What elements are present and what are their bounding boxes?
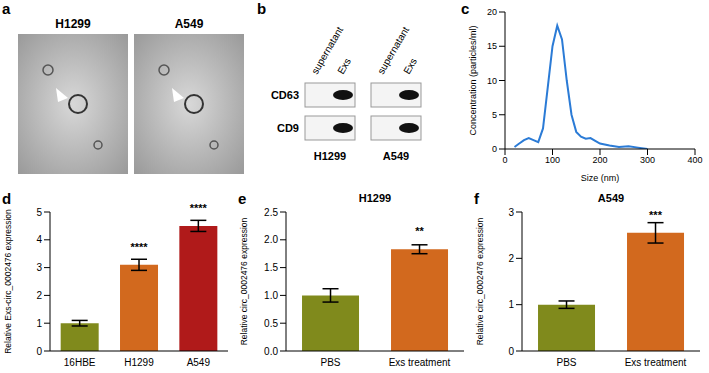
- svg-text:Relative circ_0002476 expressi: Relative circ_0002476 expression: [475, 217, 485, 345]
- svg-text:3: 3: [36, 262, 42, 273]
- svg-text:A549: A549: [187, 357, 211, 368]
- svg-text:****: ****: [130, 241, 148, 253]
- svg-text:1: 1: [508, 299, 514, 310]
- svg-text:H1299: H1299: [55, 17, 91, 31]
- svg-text:2.0: 2.0: [264, 234, 278, 245]
- svg-text:0: 0: [36, 346, 42, 357]
- svg-text:3: 3: [508, 207, 514, 218]
- html-text:f: f: [474, 190, 479, 207]
- svg-text:300: 300: [640, 155, 655, 165]
- svg-text:5: 5: [36, 207, 42, 218]
- svg-text:2: 2: [36, 290, 42, 301]
- svg-text:2.5: 2.5: [264, 207, 278, 218]
- svg-text:CD9: CD9: [277, 122, 299, 134]
- svg-text:H1299: H1299: [314, 150, 346, 162]
- svg-text:Exs treatment: Exs treatment: [389, 357, 451, 368]
- svg-text:20: 20: [487, 7, 497, 17]
- svg-text:supernatant: supernatant: [375, 24, 412, 76]
- svg-text:1.5: 1.5: [264, 262, 278, 273]
- svg-text:Concentration (particles/ml): Concentration (particles/ml): [468, 25, 478, 135]
- svg-text:0: 0: [508, 346, 514, 357]
- svg-text:H1299: H1299: [124, 357, 154, 368]
- svg-text:4: 4: [36, 234, 42, 245]
- svg-text:CD63: CD63: [271, 89, 299, 101]
- svg-text:**: **: [415, 225, 424, 237]
- svg-text:Relative Exs-circ_0002476 expr: Relative Exs-circ_0002476 expression: [3, 209, 13, 354]
- svg-text:1: 1: [36, 318, 42, 329]
- svg-text:PBS: PBS: [556, 357, 576, 368]
- svg-text:Relative circ_0002476 expressi: Relative circ_0002476 expression: [239, 217, 249, 345]
- svg-text:2: 2: [508, 253, 514, 264]
- svg-text:Size (nm): Size (nm): [581, 173, 620, 183]
- svg-text:100: 100: [545, 155, 560, 165]
- svg-text:200: 200: [592, 155, 607, 165]
- svg-text:****: ****: [190, 202, 208, 214]
- svg-text:0: 0: [492, 144, 497, 154]
- svg-text:1.0: 1.0: [264, 290, 278, 301]
- svg-text:10: 10: [487, 76, 497, 86]
- svg-text:0.5: 0.5: [264, 318, 278, 329]
- svg-text:15: 15: [487, 41, 497, 51]
- html-text:H1299: H1299: [358, 192, 392, 204]
- html-text:e: e: [238, 190, 247, 207]
- svg-text:Exs: Exs: [335, 56, 353, 76]
- svg-text:PBS: PBS: [320, 357, 340, 368]
- svg-text:Exs treatment: Exs treatment: [625, 357, 687, 368]
- html-text:c: c: [461, 0, 470, 17]
- svg-text:A549: A549: [175, 17, 204, 31]
- svg-text:5: 5: [492, 110, 497, 120]
- svg-text:16HBE: 16HBE: [64, 357, 96, 368]
- svg-text:0: 0: [502, 155, 507, 165]
- html-text:A549: A549: [597, 192, 625, 204]
- svg-text:400: 400: [687, 155, 702, 165]
- html-text:b: b: [257, 0, 267, 17]
- svg-text:supernatant: supernatant: [309, 24, 346, 76]
- html-text:a: a: [2, 0, 11, 17]
- svg-text:A549: A549: [383, 150, 409, 162]
- html-text:d: d: [2, 190, 12, 207]
- svg-text:0.0: 0.0: [264, 346, 278, 357]
- svg-text:***: ***: [649, 209, 663, 221]
- svg-text:Exs: Exs: [401, 56, 419, 76]
